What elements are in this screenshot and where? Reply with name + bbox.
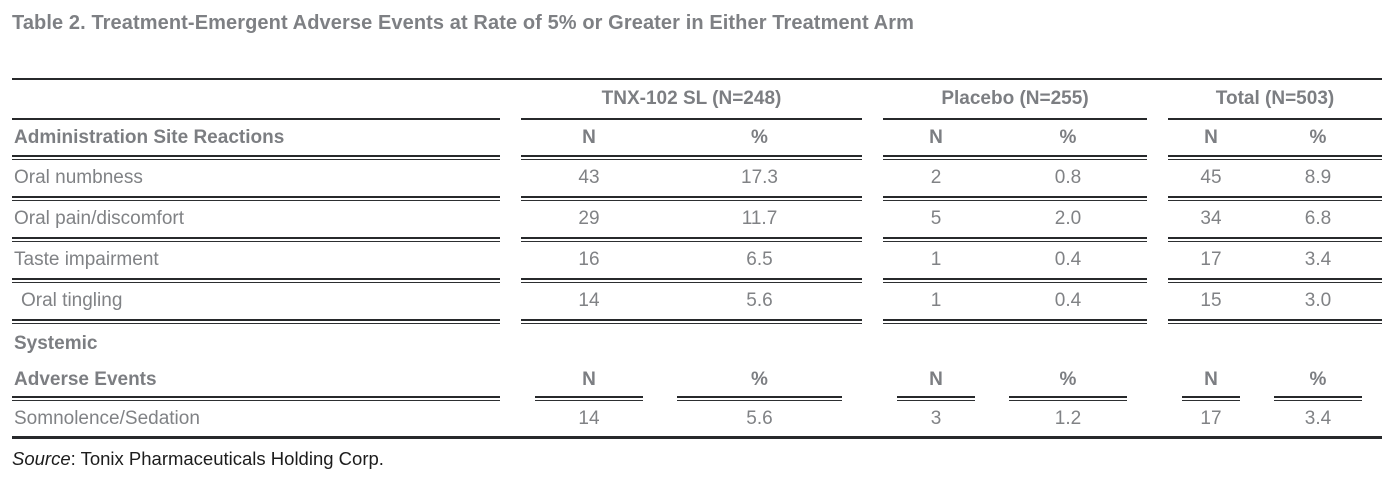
table-top-rule [12, 78, 1382, 80]
section2-title-row: Systemic [12, 324, 1382, 364]
cell-value: 1 [930, 290, 942, 311]
source-line: Source: Tonix Pharmaceuticals Holding Co… [12, 448, 1390, 470]
table-row: Taste impairment 16 6.5 1 0.4 17 3.4 [12, 242, 1382, 278]
cell-value: 34 [1200, 208, 1222, 229]
cell-value: 17 [1200, 249, 1222, 270]
group-header-placebo: Placebo (N=255) [941, 88, 1089, 109]
row-label: Oral numbness [14, 167, 143, 188]
row-label: Taste impairment [14, 249, 159, 270]
section2-header-row: Adverse Events N % N % N % [12, 364, 1382, 396]
cell-value: 1.2 [1054, 407, 1082, 429]
col-header-pct: % [1309, 126, 1327, 148]
cell-value: 3.4 [1304, 407, 1332, 429]
col-header-n: N [929, 369, 943, 390]
table-row: Oral pain/discomfort 29 11.7 5 2.0 34 6.… [12, 201, 1382, 237]
section2-title: Systemic [14, 333, 98, 354]
cell-value: 0.4 [1054, 290, 1082, 311]
row-label: Somnolence/Sedation [14, 407, 200, 429]
cell-value: 6.8 [1304, 208, 1332, 229]
cell-value: 15 [1200, 290, 1222, 311]
cell-value: 3.4 [1304, 249, 1332, 270]
cell-value: 14 [578, 407, 600, 429]
group-header-rule [12, 118, 1382, 120]
col-header-pct: % [751, 369, 768, 390]
column-group-header-row: TNX-102 SL (N=248) Placebo (N=255) Total… [12, 80, 1382, 118]
col-header-pct: % [1309, 369, 1327, 390]
section2-header-label: Adverse Events [14, 369, 157, 390]
col-header-n: N [582, 369, 596, 390]
cell-value: 2 [930, 167, 942, 188]
row-separator [12, 155, 1382, 160]
table-row: Oral numbness 43 17.3 2 0.8 45 8.9 [12, 160, 1382, 196]
cell-value: 17 [1200, 407, 1222, 429]
cell-value: 5.6 [746, 290, 773, 311]
cell-value: 29 [578, 208, 600, 229]
adverse-events-table: TNX-102 SL (N=248) Placebo (N=255) Total… [12, 78, 1382, 439]
cell-value: 45 [1200, 167, 1222, 188]
source-prefix: Source [12, 448, 71, 469]
cell-value: 1 [930, 249, 942, 270]
table-title: Table 2. Treatment-Emergent Adverse Even… [12, 12, 914, 34]
cell-value: 2.0 [1054, 208, 1082, 229]
cell-value: 14 [578, 290, 600, 311]
cell-value: 0.8 [1054, 167, 1082, 188]
row-separator [12, 237, 1382, 242]
group-header-total: Total (N=503) [1215, 88, 1335, 109]
col-header-pct: % [1059, 369, 1077, 390]
cell-value: 8.9 [1304, 167, 1332, 188]
col-header-n: N [582, 126, 596, 148]
cell-value: 3 [930, 407, 942, 429]
section1-header-row: Administration Site Reactions N % N % N … [12, 120, 1382, 155]
table-row: Somnolence/Sedation 14 5.6 3 1.2 17 3.4 [12, 401, 1382, 436]
row-label: Oral tingling [21, 290, 123, 311]
cell-value: 17.3 [741, 167, 778, 188]
cell-value: 5 [930, 208, 942, 229]
cell-value: 43 [578, 167, 600, 188]
col-header-n: N [1204, 126, 1218, 148]
table-bottom-rule [12, 436, 1382, 439]
col-header-n: N [1204, 369, 1218, 390]
cell-value: 6.5 [746, 249, 773, 270]
row-label: Oral pain/discomfort [14, 208, 185, 229]
cell-value: 5.6 [746, 407, 773, 429]
cell-value: 16 [578, 249, 600, 270]
col-header-n: N [929, 126, 943, 148]
source-text: : Tonix Pharmaceuticals Holding Corp. [70, 448, 384, 469]
section2-header-rule [12, 396, 1382, 401]
col-header-pct: % [1059, 126, 1077, 148]
row-separator [12, 196, 1382, 201]
row-separator [12, 278, 1382, 283]
row-separator [12, 319, 1382, 324]
group-header-tnx: TNX-102 SL (N=248) [601, 88, 782, 109]
table-row: Oral tingling 14 5.6 1 0.4 15 3.0 [12, 283, 1382, 319]
col-header-pct: % [751, 126, 768, 148]
cell-value: 3.0 [1304, 290, 1332, 311]
cell-value: 0.4 [1054, 249, 1082, 270]
cell-value: 11.7 [741, 208, 778, 229]
section1-header-label: Administration Site Reactions [14, 126, 285, 148]
